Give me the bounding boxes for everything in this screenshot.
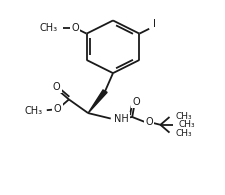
Text: O: O bbox=[145, 117, 152, 127]
Text: O: O bbox=[71, 23, 78, 33]
Text: CH₃: CH₃ bbox=[174, 112, 191, 121]
Text: I: I bbox=[152, 19, 155, 29]
Text: O: O bbox=[54, 104, 61, 114]
Text: NH: NH bbox=[113, 114, 128, 124]
Text: CH₃: CH₃ bbox=[25, 106, 43, 116]
Text: CH₃: CH₃ bbox=[178, 120, 194, 129]
Text: CH₃: CH₃ bbox=[39, 23, 57, 33]
Text: O: O bbox=[132, 97, 140, 107]
Polygon shape bbox=[88, 90, 107, 113]
Text: O: O bbox=[52, 82, 60, 92]
Text: CH₃: CH₃ bbox=[174, 129, 191, 138]
